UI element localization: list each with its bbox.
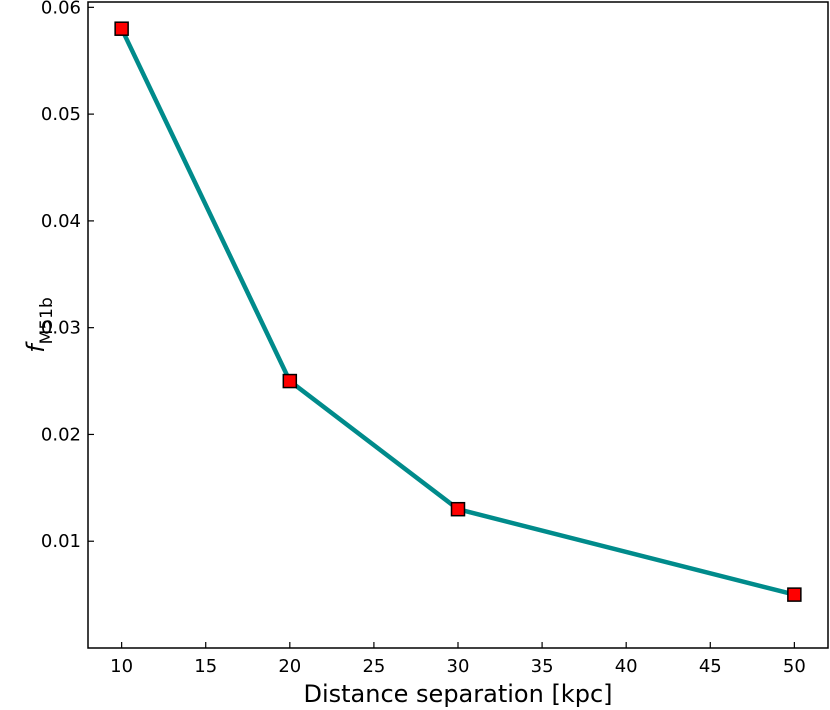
y-tick-label: 0.01	[41, 531, 81, 552]
x-tick-label: 40	[615, 656, 638, 677]
data-point-marker	[282, 373, 298, 389]
y-tick-label: 0.03	[41, 318, 81, 339]
y-axis-ticks: 0.01 0.02 0.03 0.04 0.05 0.06	[41, 0, 94, 552]
y-tick-label: 0.02	[41, 424, 81, 445]
y-axis-label-subscript: M51b	[37, 297, 57, 344]
y-tick-label: 0.06	[41, 0, 81, 18]
x-tick-label: 25	[362, 656, 385, 677]
x-tick-label: 45	[699, 656, 722, 677]
x-tick-label: 35	[531, 656, 554, 677]
x-tick-label: 10	[110, 656, 133, 677]
series-line	[119, 26, 797, 597]
series-group	[114, 21, 802, 602]
y-tick-label: 0.04	[41, 211, 81, 232]
y-axis-label: fM51b	[22, 297, 57, 353]
data-point-marker	[114, 21, 129, 36]
data-point-marker	[787, 587, 802, 602]
x-axis-label: Distance separation [kpc]	[303, 680, 612, 708]
y-tick-label: 0.05	[41, 104, 81, 125]
x-tick-label: 15	[194, 656, 217, 677]
x-axis-ticks: 10 15 20 25 30 35 40 45 50	[110, 642, 806, 677]
x-tick-label: 20	[278, 656, 301, 677]
x-tick-label: 30	[447, 656, 470, 677]
data-point-marker	[450, 501, 466, 517]
x-tick-label: 50	[783, 656, 806, 677]
plot-frame	[87, 1, 829, 649]
